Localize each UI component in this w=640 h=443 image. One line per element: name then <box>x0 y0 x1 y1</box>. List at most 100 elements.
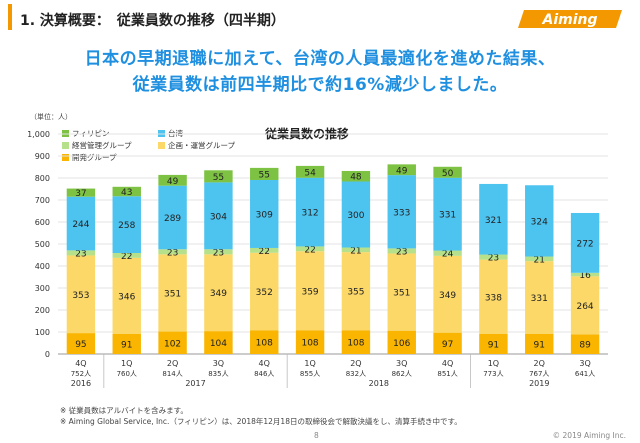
data-label: 352 <box>256 288 273 298</box>
data-label: 351 <box>393 289 410 299</box>
bar-segment <box>570 334 600 354</box>
y-tick-label: 600 <box>35 218 50 227</box>
x-tick-label: 4Q <box>75 359 86 368</box>
legend-label: 開発グループ <box>72 153 117 162</box>
bar-segment <box>479 183 508 255</box>
data-label: 50 <box>442 169 454 179</box>
total-label: 851人 <box>437 370 457 378</box>
total-label: 767人 <box>529 370 549 378</box>
legend-label: 経営管理グループ <box>72 141 132 150</box>
bar-segment <box>204 170 233 183</box>
bar-segment <box>250 247 279 253</box>
total-label: 773人 <box>483 370 503 378</box>
data-label: 21 <box>350 246 361 256</box>
data-label: 91 <box>534 340 545 350</box>
title-accent-bar <box>8 4 12 30</box>
total-label: 835人 <box>208 370 228 378</box>
bar-segment <box>66 196 96 251</box>
bar-segment <box>341 247 371 253</box>
data-label: 353 <box>72 291 89 301</box>
year-label: 2018 <box>369 379 389 388</box>
data-label: 355 <box>347 288 364 298</box>
data-label: 23 <box>488 254 499 264</box>
total-label: 752人 <box>71 370 91 378</box>
x-tick-label: 4Q <box>259 359 270 368</box>
y-tick-label: 700 <box>35 196 50 205</box>
data-label: 23 <box>167 248 178 258</box>
x-tick-label: 3Q <box>396 359 407 368</box>
x-tick-label: 3Q <box>579 359 590 368</box>
employee-chart: 0 100 200 300 400 500 600 700 800 900 1,000 95 353 23… <box>27 130 608 388</box>
bar-segment <box>250 252 279 331</box>
data-label: 359 <box>301 287 318 297</box>
bar-segment <box>112 253 141 258</box>
data-label: 349 <box>439 291 456 301</box>
total-label: 760人 <box>117 370 137 378</box>
x-tick-label: 2Q <box>534 359 545 368</box>
legend-item-planning: 企画・運営グループ <box>158 140 235 151</box>
data-label: 244 <box>72 220 89 230</box>
x-tick-label: 2Q <box>167 359 178 368</box>
data-label: 300 <box>347 211 364 221</box>
bar-segment <box>66 333 96 354</box>
x-tick-label: 3Q <box>213 359 224 368</box>
legend-swatch <box>62 154 69 161</box>
data-label: 91 <box>121 340 132 350</box>
data-label: 95 <box>75 340 86 350</box>
bar-segment <box>433 250 462 256</box>
y-tick-label: 900 <box>35 152 50 161</box>
total-label: 846人 <box>254 370 274 378</box>
legend-swatch <box>62 142 69 149</box>
bar-segment <box>158 249 187 255</box>
bar-segment <box>525 185 554 257</box>
data-label: 324 <box>531 217 548 227</box>
bar-segment <box>433 255 462 333</box>
y-tick-label: 500 <box>35 240 50 249</box>
data-label: 55 <box>213 173 224 183</box>
data-label: 48 <box>350 173 362 183</box>
page-title: 1. 決算概要： 従業員数の推移（四半期） <box>20 13 285 29</box>
copyright: © 2019 Aiming Inc. <box>552 431 626 440</box>
data-label: 22 <box>259 247 270 257</box>
y-tick-label: 1,000 <box>27 130 50 139</box>
y-tick-label: 400 <box>35 262 50 271</box>
data-label: 108 <box>301 339 318 349</box>
x-tick-label: 4Q <box>442 359 453 368</box>
data-label: 37 <box>75 189 86 199</box>
data-label: 49 <box>167 177 179 187</box>
bar-segment <box>525 333 554 354</box>
bar-segment <box>387 253 416 331</box>
bar-segment <box>295 246 325 252</box>
total-label: 832人 <box>346 370 366 378</box>
bar-segment <box>570 276 600 335</box>
bar-segment <box>295 165 325 178</box>
data-label: 264 <box>576 302 593 312</box>
bar-segment <box>341 252 371 331</box>
bar-segment <box>570 272 600 277</box>
bar-segment <box>112 186 141 197</box>
bar-segment <box>341 181 371 248</box>
bar-segment <box>250 330 279 354</box>
data-label: 24 <box>442 250 454 260</box>
data-label: 331 <box>439 211 456 221</box>
bar-segment <box>479 259 508 334</box>
bar-segment <box>295 251 325 331</box>
bar-segment <box>204 249 233 255</box>
data-label: 351 <box>164 289 181 299</box>
page-number: 8 <box>314 431 319 440</box>
data-label: 349 <box>210 289 227 299</box>
bar-segment <box>112 333 141 354</box>
bar-segment <box>433 166 462 178</box>
bar-segment <box>204 182 233 250</box>
bar-segment <box>387 330 416 354</box>
x-tick-label: 1Q <box>304 359 315 368</box>
y-tick-label: 800 <box>35 174 50 183</box>
x-tick-label: 1Q <box>488 359 499 368</box>
data-label: 331 <box>531 294 548 304</box>
bar-segment <box>112 196 141 254</box>
data-label: 49 <box>396 166 408 176</box>
data-label: 21 <box>534 255 545 265</box>
data-label: 23 <box>213 248 224 258</box>
legend-label: 企画・運営グループ <box>168 141 236 150</box>
data-label: 91 <box>488 340 499 350</box>
